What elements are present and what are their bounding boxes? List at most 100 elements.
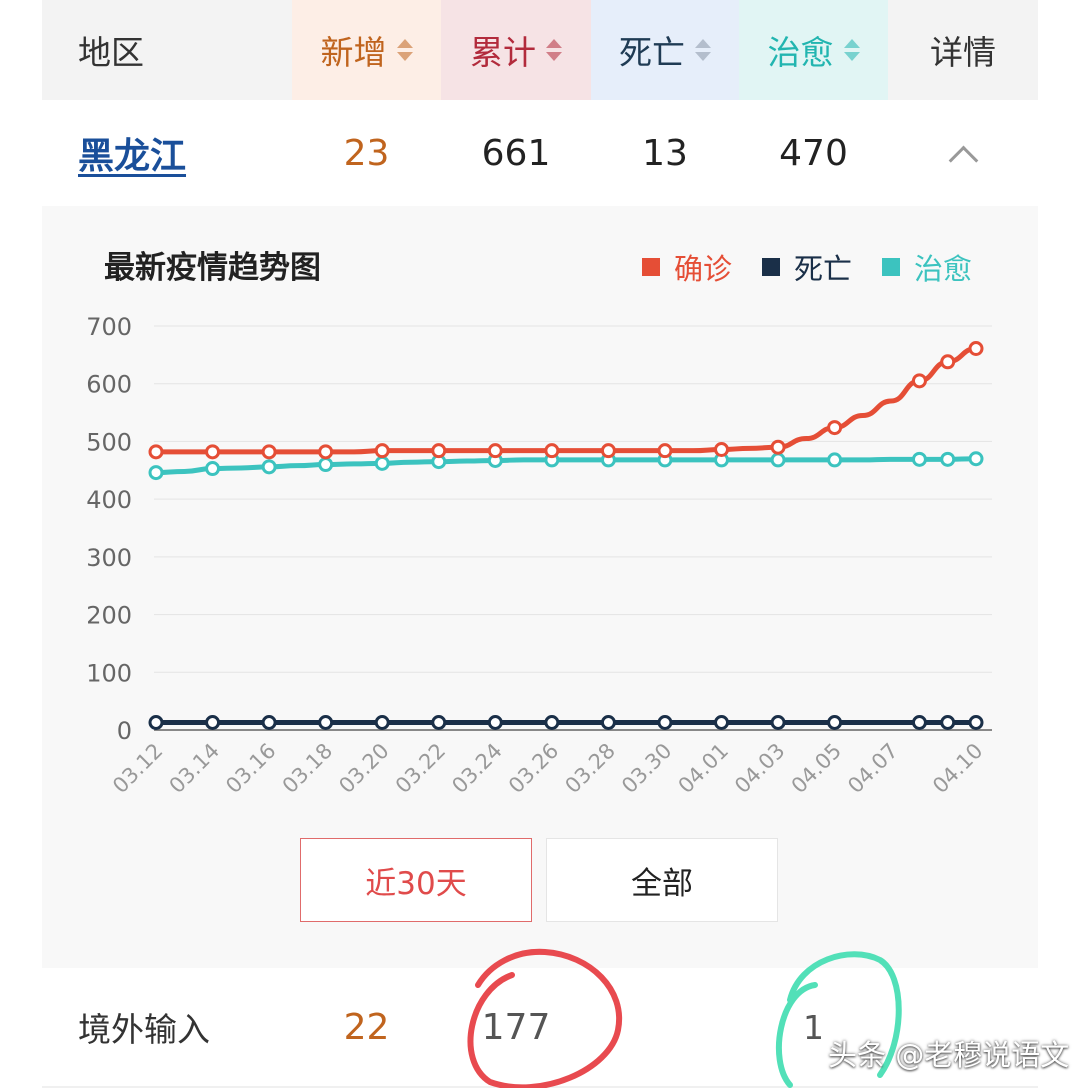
header-total-sort[interactable]: 累计 <box>441 0 591 100</box>
data-point[interactable] <box>940 714 956 730</box>
x-tick-label: 03.14 <box>165 739 224 798</box>
imported-label: 境外输入 <box>78 1010 210 1049</box>
collapse-chevron-icon[interactable] <box>888 136 1038 175</box>
data-point[interactable] <box>940 451 956 467</box>
legend-label-confirmed: 确诊 <box>673 252 732 286</box>
x-tick-label: 03.16 <box>221 739 280 798</box>
x-tick-label: 04.07 <box>843 739 902 798</box>
data-point[interactable] <box>318 444 334 460</box>
chart-legend: 确诊 死亡 治愈 <box>641 246 972 288</box>
data-point[interactable] <box>318 714 334 730</box>
header-cured-label: 治愈 <box>767 33 834 72</box>
data-point[interactable] <box>374 714 390 730</box>
data-point[interactable] <box>261 459 277 475</box>
data-point[interactable] <box>827 714 843 730</box>
data-point[interactable] <box>148 465 164 481</box>
legend-swatch-death <box>761 258 780 276</box>
x-tick-label: 04.05 <box>787 739 846 798</box>
data-point[interactable] <box>205 714 221 730</box>
x-tick-label: 03.28 <box>560 739 619 798</box>
data-point[interactable] <box>911 373 927 389</box>
x-tick-label: 04.01 <box>674 739 733 798</box>
legend-item-cured[interactable]: 治愈 <box>881 246 972 288</box>
table-row-province[interactable]: 黑龙江 23 661 13 470 <box>42 100 1038 206</box>
all-data-button[interactable]: 全部 <box>546 838 778 922</box>
data-point[interactable] <box>205 461 221 477</box>
data-point[interactable] <box>911 451 927 467</box>
y-tick-label: 500 <box>86 428 132 456</box>
data-point[interactable] <box>968 714 984 730</box>
data-point[interactable] <box>600 714 616 730</box>
y-tick-label: 0 <box>117 717 132 745</box>
province-new: 23 <box>343 132 390 174</box>
data-point[interactable] <box>714 442 730 458</box>
data-point[interactable] <box>770 452 786 468</box>
data-point[interactable] <box>714 714 730 730</box>
data-point[interactable] <box>827 420 843 436</box>
legend-item-death[interactable]: 死亡 <box>761 246 852 288</box>
series-line <box>155 456 977 476</box>
y-tick-label: 100 <box>86 659 132 687</box>
data-point[interactable] <box>487 714 503 730</box>
data-point[interactable] <box>431 714 447 730</box>
province-death: 13 <box>642 132 688 174</box>
x-tick-label: 03.30 <box>617 739 676 798</box>
sort-icon <box>695 39 711 61</box>
data-point[interactable] <box>374 455 390 471</box>
data-point[interactable] <box>487 443 503 459</box>
data-point[interactable] <box>431 443 447 459</box>
data-point[interactable] <box>827 452 843 468</box>
data-point[interactable] <box>544 443 560 459</box>
header-new-sort[interactable]: 新增 <box>292 0 441 100</box>
table-header: 地区 新增 累计 死亡 治愈 详情 <box>42 0 1038 100</box>
data-point[interactable] <box>911 714 927 730</box>
data-point[interactable] <box>544 714 560 730</box>
legend-swatch-cured <box>881 258 900 276</box>
legend-label-death: 死亡 <box>793 252 852 286</box>
sort-icon <box>396 39 413 61</box>
y-tick-label: 600 <box>86 371 132 399</box>
data-point[interactable] <box>657 714 673 730</box>
data-point[interactable] <box>657 443 673 459</box>
sort-icon <box>546 39 562 61</box>
province-total: 661 <box>481 132 551 174</box>
data-point[interactable] <box>148 714 164 730</box>
header-total-label: 累计 <box>470 33 536 72</box>
province-link[interactable]: 黑龙江 <box>78 136 187 177</box>
y-tick-label: 200 <box>86 602 132 630</box>
header-death-sort[interactable]: 死亡 <box>591 0 739 100</box>
legend-item-confirmed[interactable]: 确诊 <box>641 246 732 288</box>
watermark: 头条 @老穆说语文 <box>828 1038 1070 1072</box>
header-detail: 详情 <box>930 33 996 72</box>
imported-new: 22 <box>343 1006 390 1048</box>
data-point[interactable] <box>261 714 277 730</box>
data-point[interactable] <box>968 341 984 357</box>
x-tick-label: 03.12 <box>108 739 167 798</box>
data-point[interactable] <box>261 444 277 460</box>
x-tick-label: 04.03 <box>730 739 789 798</box>
imported-total: 177 <box>481 1006 551 1048</box>
y-tick-label: 400 <box>86 486 132 514</box>
y-tick-label: 300 <box>86 544 132 572</box>
data-point[interactable] <box>770 439 786 455</box>
data-point[interactable] <box>968 451 984 467</box>
x-tick-label: 03.24 <box>447 739 506 798</box>
trend-chart-panel: 0 100 200 300 400 500 600 700 03.12 03.14 03.16 03.… <box>42 206 1038 968</box>
data-point[interactable] <box>374 443 390 459</box>
data-point[interactable] <box>205 444 221 460</box>
x-tick-label: 03.20 <box>334 739 393 798</box>
recent-30-days-button[interactable]: 近30天 <box>300 838 532 922</box>
legend-swatch-confirmed <box>641 258 660 276</box>
header-death-label: 死亡 <box>619 33 685 72</box>
data-point[interactable] <box>940 354 956 370</box>
data-point[interactable] <box>600 443 616 459</box>
x-tick-label: 03.22 <box>391 739 450 798</box>
x-tick-label: 03.26 <box>504 739 563 798</box>
chart-title: 最新疫情趋势图 <box>104 250 321 286</box>
data-point[interactable] <box>770 714 786 730</box>
data-point[interactable] <box>148 444 164 460</box>
data-point[interactable] <box>318 457 334 473</box>
y-tick-label: 700 <box>86 313 132 341</box>
header-cured-sort[interactable]: 治愈 <box>739 0 888 100</box>
